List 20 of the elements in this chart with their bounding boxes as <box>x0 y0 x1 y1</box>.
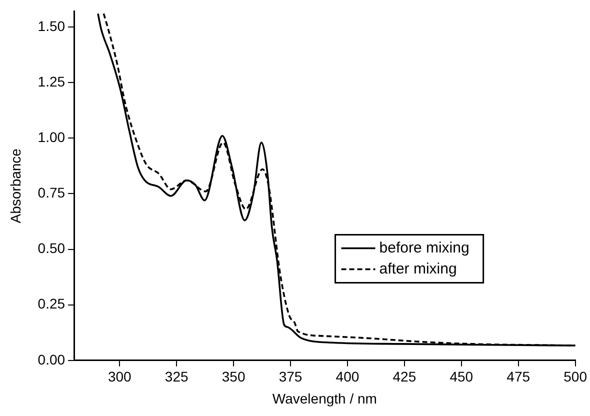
x-axis-title: Wavelength / nm <box>272 390 377 406</box>
x-tick-label: 400 <box>336 368 360 385</box>
x-tick-label: 475 <box>506 368 530 385</box>
y-tick-label: 1.50 <box>38 18 66 34</box>
y-tick-label: 0.75 <box>38 184 66 201</box>
x-tick-label: 425 <box>392 368 416 385</box>
legend-label: after mixing <box>379 260 457 278</box>
y-tick-label: 1.25 <box>38 73 66 90</box>
x-tick-label: 450 <box>450 368 474 385</box>
x-tick-label: 350 <box>222 368 246 385</box>
x-tick-label: 325 <box>164 368 188 385</box>
y-tick-label: 1.00 <box>38 128 66 145</box>
y-tick-label: 0.25 <box>38 296 66 312</box>
y-tick-label: 0.50 <box>38 240 66 256</box>
y-tick-label: 0.00 <box>38 351 66 368</box>
x-tick-label: 300 <box>108 368 132 385</box>
x-tick-label: 500 <box>564 368 588 385</box>
legend-label: before mixing <box>379 239 470 256</box>
y-axis-title: Absorbance <box>7 148 24 224</box>
x-tick-label: 375 <box>278 368 302 385</box>
